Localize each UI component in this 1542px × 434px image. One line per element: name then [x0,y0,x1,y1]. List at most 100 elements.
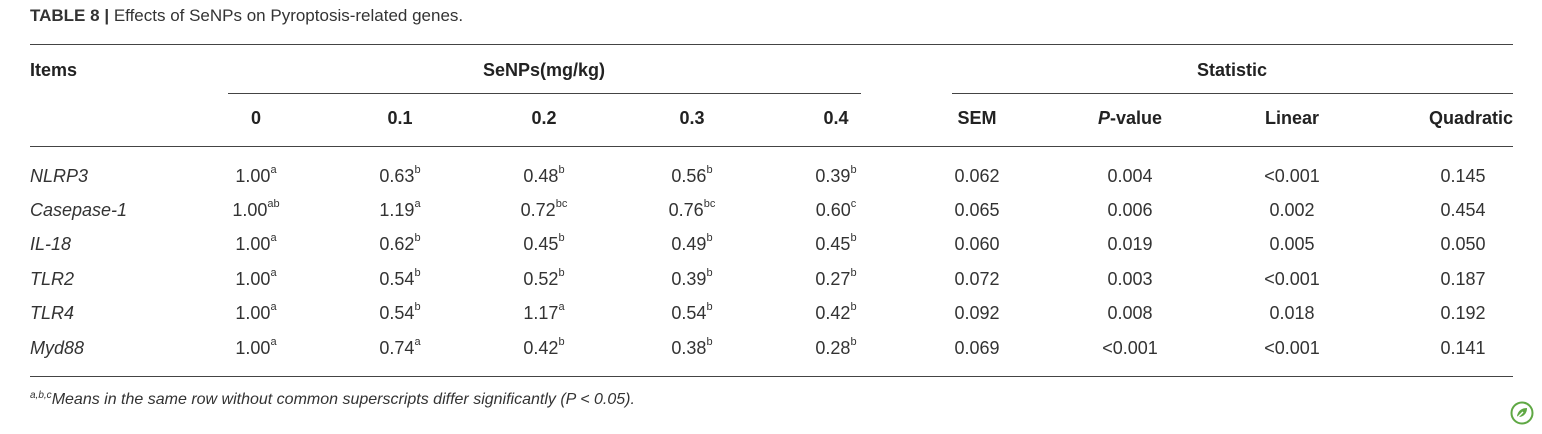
stat-cell: 0.060 [954,234,1000,254]
footnote: a,b,cMeans in the same row without commo… [30,390,635,409]
row-label: TLR2 [30,269,75,289]
cell-superscript: b [414,267,421,279]
cell-superscript: b [414,301,421,313]
cell-superscript: b [850,232,857,244]
cell-value: 1.00 [235,234,271,254]
table-cell: 0.54b [379,267,421,290]
table-cell: 1.00a [235,301,277,324]
cell-value: 0.28 [815,338,851,358]
stat-cell: 0.002 [1269,200,1315,220]
cell-value: 1.00 [235,303,271,323]
table-cell: 0.45b [523,232,564,255]
cell-superscript: b [558,164,565,176]
stat-cell: 0.018 [1269,303,1315,323]
cell-superscript: b [850,164,857,176]
table-cell: 0.42b [815,301,856,324]
table-cell: 0.60c [815,198,857,221]
cell-superscript: c [850,198,857,210]
table-label: TABLE 8 [30,6,100,25]
cell-value: 0.42 [523,338,559,358]
group1-rule [228,93,861,94]
row-label: TLR4 [30,303,75,323]
cell-superscript: b [706,232,713,244]
cell-value: 0.49 [671,234,707,254]
table-cell: 0.48b [523,164,565,187]
table-cell: 1.00a [235,336,277,359]
table-cell: 0.49b [671,232,713,255]
cell-value: 0.74 [379,338,415,358]
cell-value: 0.72 [520,200,556,220]
cell-value: 1.00 [232,200,268,220]
cell-value: 1.19 [379,200,415,220]
cell-superscript: b [706,301,713,313]
table-cell: 0.39b [671,267,713,290]
cell-value: 0.62 [379,234,415,254]
stat-cell: 0.005 [1269,234,1315,254]
cell-superscript: a [558,301,565,313]
stat-cell: 0.072 [954,269,1000,289]
cell-superscript: b [850,267,857,279]
cell-superscript: b [706,267,713,279]
table-cell: 1.00a [235,232,276,255]
cell-superscript: a [270,267,277,279]
table-caption: TABLE 8 | Effects of SeNPs on Pyroptosis… [30,6,463,26]
table-cell: 0.42b [523,336,564,359]
table-cell: 0.28b [815,336,857,359]
stat-cell: <0.001 [1264,338,1320,358]
cell-value: 0.38 [671,338,707,358]
stat-cell: <0.001 [1264,269,1320,289]
cell-superscript: b [706,336,713,348]
table-cell: 1.17a [523,301,565,324]
table-cell: 0.27b [815,267,857,290]
col-header-0-1: 0.1 [387,108,413,128]
col-header-0: 0 [250,108,262,128]
cell-value: 0.39 [815,166,851,186]
cell-value: 0.48 [523,166,559,186]
stat-cell: 0.192 [1440,303,1486,323]
table-cell: 0.54b [671,301,713,324]
table-cell: 0.56b [671,164,713,187]
cell-superscript: b [850,336,857,348]
table-cell: 0.72bc [520,198,568,221]
col-header-0-4: 0.4 [823,108,849,128]
cell-value: 0.76 [668,200,704,220]
row-label: Myd88 [30,338,85,358]
stat-cell: <0.001 [1264,166,1320,186]
stat-cell: <0.001 [1102,338,1158,358]
cell-value: 1.17 [523,303,559,323]
stat-cell: 0.454 [1440,200,1486,220]
cell-superscript: a [270,164,277,176]
stat-cell: 0.065 [954,200,1000,220]
row-label: Casepase-1 [30,200,128,220]
table-cell: 0.62b [379,232,421,255]
p-italic: P [1097,108,1110,128]
table-cell: 1.19a [379,198,420,221]
table-cell: 0.54b [379,301,421,324]
stat-cell: 0.019 [1107,234,1153,254]
table-cell: 0.76bc [668,198,716,221]
cell-value: 0.54 [379,303,415,323]
col-header-0-3: 0.3 [679,108,705,128]
cell-value: 0.60 [815,200,851,220]
cell-superscript: a [270,336,277,348]
table-cell: 1.00ab [232,198,279,221]
cell-value: 1.00 [235,166,271,186]
table-cell: 0.38b [671,336,713,359]
bottom-rule [30,376,1513,377]
cell-superscript: a [270,301,277,313]
p-value-suffix: -value [1109,108,1163,128]
table-cell: 0.52b [523,267,564,290]
stat-cell: 0.187 [1440,269,1486,289]
cell-superscript: b [414,232,421,244]
leaf-logo-icon [1510,401,1534,425]
footnote-superscript: a,b,c [30,390,52,401]
cell-value: 1.00 [235,338,271,358]
cell-superscript: b [414,164,421,176]
col-header-0-2: 0.2 [531,108,557,128]
cell-value: 0.39 [671,269,707,289]
cell-value: 0.42 [815,303,851,323]
group2-rule [952,93,1513,94]
cell-superscript: b [706,164,713,176]
cell-value: 0.45 [523,234,559,254]
cell-value: 0.63 [379,166,415,186]
